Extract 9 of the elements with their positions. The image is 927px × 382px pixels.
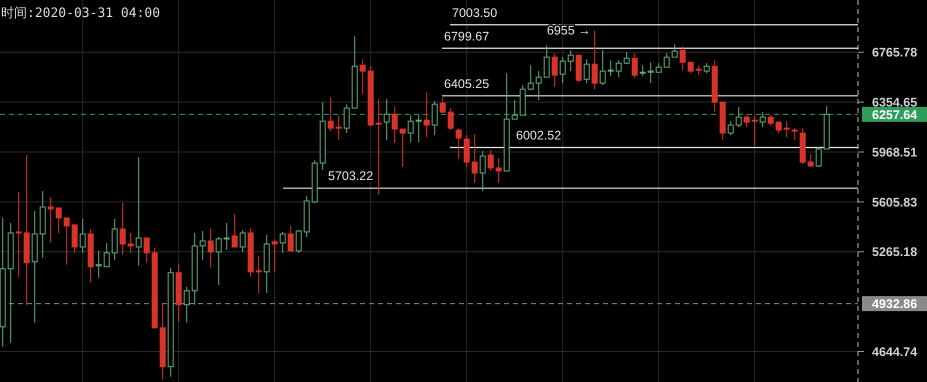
ref-line-label: 4932.86 [872, 297, 918, 312]
y-tick-label: 5605.83 [872, 195, 918, 210]
y-tick-label: 6765.78 [872, 46, 918, 60]
y-tick-label: 5968.51 [872, 145, 918, 160]
y-tick-label: 5265.18 [872, 245, 918, 260]
annotation: 6955 → [546, 23, 591, 38]
y-tick-label: 4644.74 [872, 344, 918, 359]
ref-line-label: 6257.64 [872, 108, 918, 122]
annotation: 时间:2020-03-31 04:00 [1, 6, 160, 21]
